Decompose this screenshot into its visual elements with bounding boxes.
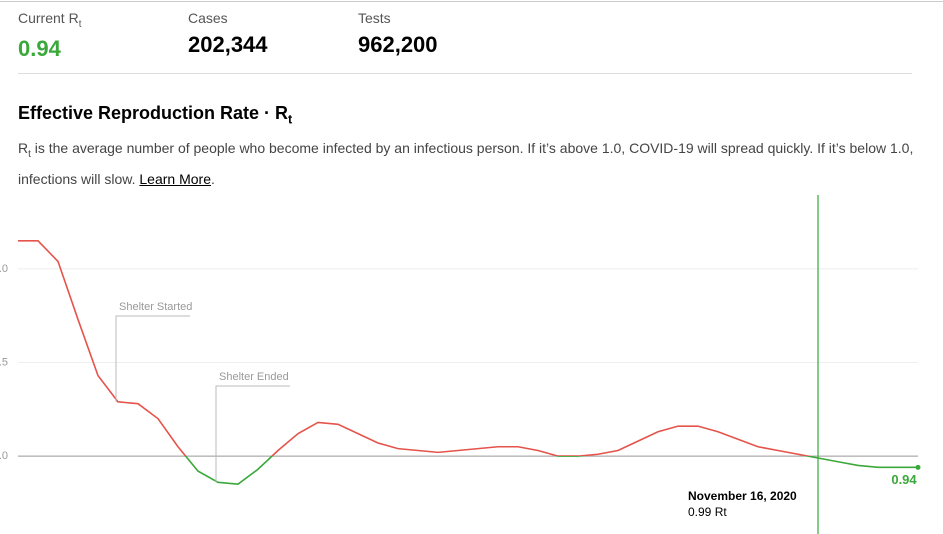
stat-label-text: Current R — [18, 10, 79, 26]
tooltip-value: 0.99 Rt — [688, 505, 727, 519]
y-tick-label: 2.0 — [0, 263, 8, 275]
annotation-label: Shelter Started — [119, 301, 192, 313]
description: Rt is the average number of people who b… — [18, 136, 918, 192]
chart: 1.0 1.5 2.0 0.94 Shelter Started Shelter Ende… — [0, 195, 921, 534]
title-text: Effective Reproduction Rate · R — [18, 103, 289, 123]
stat: Current Rt 0.94 — [18, 10, 81, 62]
stat-value: 962,200 — [358, 32, 438, 57]
desc-end: . — [210, 170, 215, 187]
stat-label: Current Rt — [18, 10, 81, 30]
separator — [18, 73, 912, 74]
top-border — [0, 1, 943, 2]
end-label: 0.94 — [891, 472, 917, 487]
annotation-line — [215, 385, 290, 483]
tooltip-date: November 16, 2020 — [688, 489, 797, 503]
annotation-line — [115, 315, 190, 402]
stat: Cases 202,344 — [188, 10, 268, 58]
stat-value: 202,344 — [188, 32, 268, 57]
y-tick-label: 1.5 — [0, 356, 8, 368]
end-dot — [915, 464, 921, 470]
stat-label: Tests — [358, 10, 391, 26]
y-tick-label: 1.0 — [0, 450, 8, 462]
desc-sub: t — [28, 148, 31, 160]
desc-r: R — [18, 140, 29, 156]
annotation-label: Shelter Ended — [219, 371, 289, 383]
desc-text: is the average number of people who beco… — [18, 140, 914, 187]
stat-label-sub: t — [78, 18, 82, 30]
learn-more-link[interactable]: Learn More — [139, 170, 211, 187]
section-title: Effective Reproduction Rate · Rt — [18, 103, 292, 127]
stat-value: 0.94 — [18, 35, 61, 61]
title-sub: t — [288, 112, 293, 127]
stat: Tests 962,200 — [358, 10, 438, 58]
rt-line — [18, 240, 918, 486]
stat-label: Cases — [188, 10, 228, 26]
